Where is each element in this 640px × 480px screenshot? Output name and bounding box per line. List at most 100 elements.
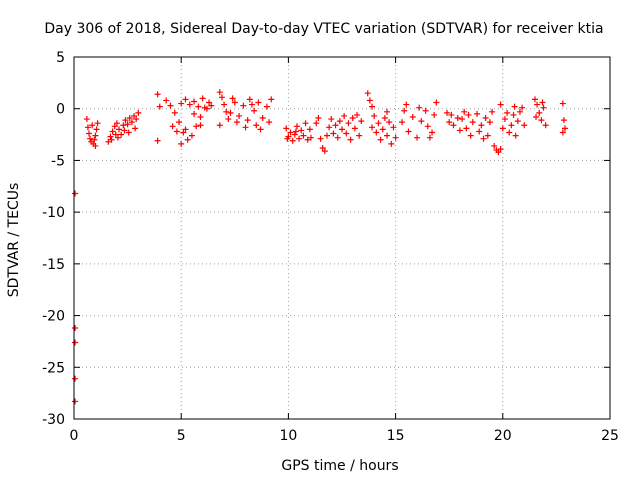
y-tick-label: -25 bbox=[42, 360, 65, 376]
y-tick-label: -10 bbox=[42, 205, 65, 221]
data-point bbox=[169, 123, 176, 130]
data-point bbox=[283, 125, 290, 132]
data-point bbox=[334, 134, 341, 141]
data-point bbox=[403, 101, 410, 108]
data-point bbox=[259, 115, 266, 122]
data-point bbox=[289, 137, 296, 144]
axes: 0 5 10 15 20 25 5 0 -5 -10 -15 -20 -25 -30 bbox=[42, 50, 619, 444]
data-point bbox=[263, 103, 270, 110]
data-point bbox=[450, 122, 457, 129]
data-point bbox=[384, 108, 391, 115]
data-point bbox=[379, 126, 386, 133]
data-point bbox=[292, 128, 299, 135]
data-point bbox=[416, 104, 423, 111]
data-point bbox=[354, 111, 361, 118]
data-point bbox=[504, 109, 511, 116]
data-point bbox=[191, 98, 198, 105]
data-point bbox=[72, 339, 79, 346]
data-point bbox=[366, 97, 373, 104]
data-point bbox=[373, 129, 380, 136]
data-point bbox=[328, 116, 335, 123]
data-point bbox=[369, 103, 376, 110]
data-point bbox=[87, 135, 94, 142]
data-point bbox=[508, 122, 515, 129]
data-point bbox=[124, 121, 131, 128]
data-point bbox=[559, 129, 566, 136]
plot-frame bbox=[73, 56, 611, 420]
data-point bbox=[399, 119, 406, 126]
data-point bbox=[390, 124, 397, 131]
data-point bbox=[347, 136, 354, 143]
y-tick-label: -30 bbox=[42, 412, 65, 428]
data-point bbox=[231, 99, 238, 106]
data-point bbox=[113, 120, 120, 127]
data-point bbox=[426, 134, 433, 141]
data-point bbox=[542, 122, 549, 129]
data-point bbox=[131, 112, 138, 119]
data-point bbox=[203, 105, 210, 112]
data-point bbox=[248, 101, 255, 108]
data-point bbox=[293, 123, 300, 130]
data-point bbox=[307, 134, 314, 141]
data-point bbox=[448, 111, 455, 118]
data-point bbox=[345, 120, 352, 127]
data-point bbox=[109, 128, 116, 135]
data-point bbox=[216, 89, 223, 96]
data-point bbox=[306, 126, 313, 133]
x-tick-label: 20 bbox=[494, 428, 512, 444]
data-point bbox=[116, 126, 123, 133]
data-point bbox=[497, 146, 504, 153]
data-point bbox=[72, 398, 79, 405]
data-point bbox=[484, 132, 491, 139]
data-point bbox=[332, 122, 339, 129]
data-point bbox=[233, 119, 240, 126]
data-point bbox=[486, 119, 493, 126]
data-point bbox=[506, 129, 513, 136]
data-point bbox=[540, 104, 547, 111]
data-point bbox=[91, 136, 98, 143]
data-point bbox=[531, 96, 538, 103]
data-point bbox=[108, 136, 115, 143]
data-point bbox=[336, 118, 343, 125]
data-point bbox=[356, 132, 363, 139]
data-point bbox=[489, 108, 496, 115]
data-point bbox=[429, 129, 436, 136]
data-point bbox=[512, 132, 519, 139]
data-point bbox=[154, 137, 161, 144]
data-point bbox=[375, 120, 382, 127]
data-point bbox=[135, 109, 142, 116]
data-point bbox=[377, 136, 384, 143]
chart-title: Day 306 of 2018, Sidereal Day-to-day VTE… bbox=[44, 21, 603, 37]
data-point bbox=[326, 124, 333, 131]
data-point bbox=[105, 138, 112, 145]
data-point bbox=[560, 117, 567, 124]
data-point bbox=[388, 140, 395, 147]
data-point bbox=[121, 127, 128, 134]
data-point bbox=[499, 125, 506, 132]
data-point bbox=[418, 118, 425, 125]
data-point bbox=[414, 134, 421, 141]
data-point bbox=[206, 99, 213, 106]
data-point bbox=[534, 101, 541, 108]
data-point bbox=[246, 96, 253, 103]
data-point bbox=[461, 108, 468, 115]
data-point bbox=[92, 132, 99, 139]
y-tick-label: -15 bbox=[42, 257, 65, 273]
data-point bbox=[208, 102, 215, 109]
data-point bbox=[298, 127, 305, 134]
data-point bbox=[482, 115, 489, 122]
data-point bbox=[323, 132, 330, 139]
data-point bbox=[501, 116, 508, 123]
data-point bbox=[133, 116, 140, 123]
data-point bbox=[536, 109, 543, 116]
data-point bbox=[186, 101, 193, 108]
data-point bbox=[242, 124, 249, 131]
data-point bbox=[446, 119, 453, 126]
y-tick-label: -20 bbox=[42, 309, 65, 325]
data-point bbox=[386, 119, 393, 126]
data-point bbox=[92, 142, 99, 149]
data-point bbox=[392, 134, 399, 141]
data-point bbox=[195, 103, 202, 110]
data-point bbox=[126, 115, 133, 122]
